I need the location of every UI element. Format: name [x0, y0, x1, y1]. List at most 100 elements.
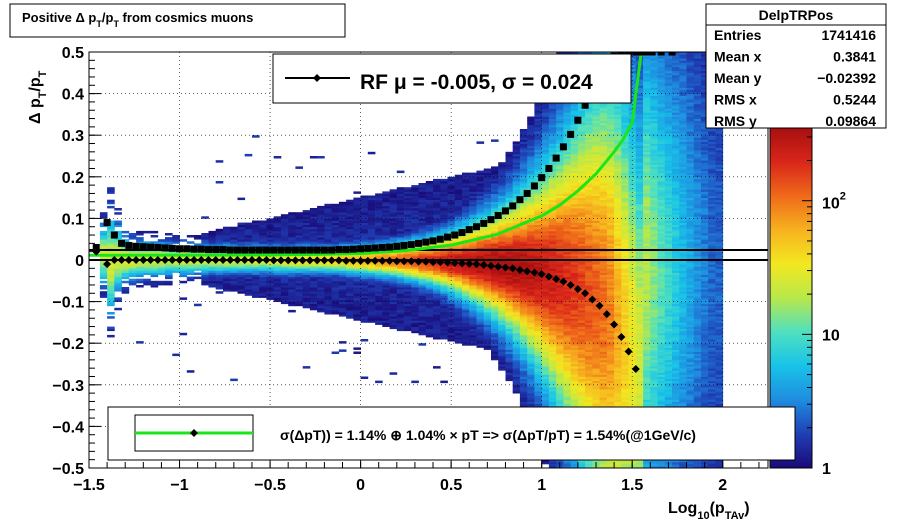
- bottom-legend-text: σ(ΔpT)) = 1.14% ⊕ 1.04% × pT => σ(ΔpT/pT…: [280, 427, 696, 443]
- stats-label: RMS y: [714, 113, 757, 129]
- mean-point: [161, 256, 170, 264]
- rms-point: [364, 244, 372, 252]
- rms-point: [103, 219, 111, 227]
- rms-point: [407, 241, 415, 249]
- rms-point: [277, 246, 285, 254]
- x-tick-label: 1: [537, 477, 546, 494]
- rms-point: [668, 52, 676, 56]
- y-tick-label: 0: [75, 253, 84, 270]
- rms-point: [581, 101, 589, 109]
- rms-point: [328, 246, 336, 254]
- rms-point: [637, 52, 645, 56]
- mean-point: [320, 256, 329, 265]
- mean-point: [110, 256, 119, 264]
- stats-label: RMS x: [714, 92, 757, 108]
- rms-point: [335, 246, 343, 254]
- mean-point: [363, 256, 372, 265]
- stats-value: 1741416: [821, 27, 876, 43]
- mean-point: [269, 256, 278, 265]
- rms-point: [559, 143, 567, 151]
- x-tick-label: 1.5: [621, 477, 643, 494]
- mean-point: [117, 256, 126, 264]
- rms-point: [219, 246, 227, 254]
- mean-point: [602, 310, 611, 319]
- rms-point: [632, 52, 640, 56]
- top-legend-text: RF μ = -0.005, σ = 0.024: [360, 71, 593, 94]
- rms-point: [357, 245, 365, 253]
- title-box: Positive Δ pT/pT from cosmics muons: [9, 3, 346, 38]
- rms-point: [241, 246, 249, 254]
- mean-point: [124, 256, 133, 264]
- rms-point: [248, 246, 256, 254]
- mean-point: [624, 347, 633, 356]
- mean-point: [342, 256, 351, 265]
- mean-point: [392, 257, 401, 266]
- rms-point: [429, 237, 437, 245]
- mean-point: [385, 256, 394, 265]
- mean-point: [327, 256, 336, 265]
- rms-point: [516, 196, 524, 204]
- rms-point: [643, 52, 651, 56]
- rms-point: [255, 246, 263, 254]
- mean-point: [457, 259, 466, 268]
- top-legend-marker: [313, 74, 321, 82]
- mean-point: [204, 256, 213, 264]
- rms-point: [132, 242, 140, 250]
- mean-point: [414, 257, 423, 266]
- mean-point: [566, 280, 575, 289]
- y-axis-title: Δ pT/pT: [27, 70, 49, 124]
- mean-point: [276, 256, 285, 265]
- y-tick-label: −0.4: [52, 419, 84, 436]
- mean-point: [371, 256, 380, 265]
- rms-point: [400, 241, 408, 249]
- rms-point: [545, 164, 553, 172]
- mean-point: [247, 256, 256, 264]
- rms-point: [422, 238, 430, 246]
- rms-point: [472, 223, 480, 231]
- rms-point: [465, 226, 473, 234]
- rms-point: [168, 244, 176, 252]
- profile-markers: [92, 52, 676, 373]
- rms-point: [342, 246, 350, 254]
- stats-name: DelpTRPos: [759, 7, 834, 23]
- top-legend: RF μ = -0.005, σ = 0.024: [272, 53, 632, 104]
- rms-point: [393, 242, 401, 250]
- rms-point: [139, 243, 147, 251]
- mean-point: [436, 258, 445, 267]
- rms-point: [118, 239, 126, 247]
- x-tick-label: −1: [170, 477, 188, 494]
- x-tick-label: 0: [356, 477, 365, 494]
- rms-point: [197, 245, 205, 253]
- mean-point: [146, 256, 155, 264]
- mean-point: [284, 256, 293, 265]
- mean-point: [421, 257, 430, 266]
- rms-point: [415, 239, 423, 247]
- mean-point: [486, 261, 495, 270]
- mean-point: [429, 258, 438, 267]
- mean-point: [218, 256, 227, 264]
- y-tick-label: −0.2: [52, 336, 84, 353]
- stats-box: DelpTRPos Entries 1741416 Mean x 0.3841 Mean…: [705, 3, 887, 129]
- rms-point: [291, 246, 299, 254]
- rms-point: [313, 246, 321, 254]
- bottom-legend-marker: [190, 429, 198, 437]
- rms-point: [349, 245, 357, 253]
- mean-point: [631, 364, 640, 373]
- y-tick-label: −0.1: [52, 295, 84, 312]
- rms-point: [270, 246, 278, 254]
- rms-point: [436, 235, 444, 243]
- y-tick-label: 0.4: [62, 87, 84, 104]
- mean-point: [197, 256, 206, 264]
- mean-point: [559, 277, 568, 286]
- mean-point: [153, 256, 162, 264]
- rms-point: [226, 246, 234, 254]
- mean-point: [552, 275, 561, 284]
- chart-title: Positive Δ pT/pT from cosmics muons: [22, 10, 253, 29]
- rms-point: [161, 244, 169, 252]
- mean-point: [190, 256, 199, 264]
- rms-point: [183, 245, 191, 253]
- rms-point: [501, 207, 509, 215]
- stats-label: Mean x: [714, 49, 762, 65]
- rms-point: [233, 246, 241, 254]
- mean-point: [465, 259, 474, 268]
